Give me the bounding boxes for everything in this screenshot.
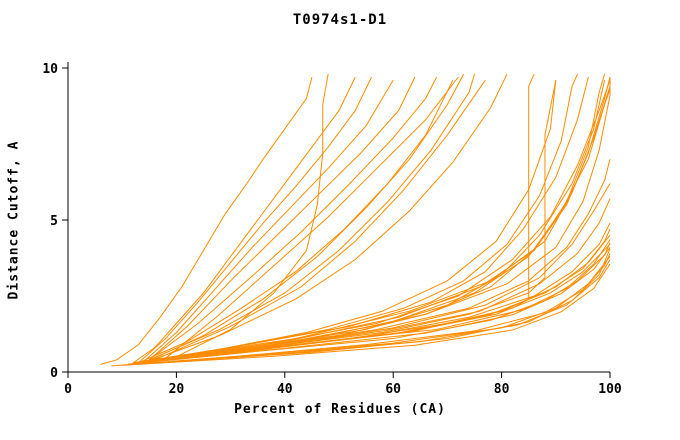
model-curve <box>132 243 611 364</box>
model-curve <box>122 263 611 366</box>
model-curve <box>143 86 611 362</box>
model-curve <box>149 73 475 361</box>
y-tick-label: 5 <box>50 214 58 229</box>
model-curve <box>138 76 372 364</box>
x-axis-label: Percent of Residues (CA) <box>234 402 446 417</box>
x-tick-label: 60 <box>385 382 401 397</box>
chart-title: T0974s1-D1 <box>292 12 388 28</box>
model-curve <box>132 80 557 364</box>
model-curve <box>132 89 611 364</box>
x-tick-label: 0 <box>64 382 72 397</box>
model-curve <box>132 247 611 365</box>
x-tick-label: 40 <box>277 382 293 397</box>
model-curve <box>138 76 611 364</box>
y-tick-label: 10 <box>42 62 58 77</box>
model-curve <box>165 76 459 359</box>
model-curve <box>138 239 611 364</box>
x-tick-label: 100 <box>598 382 622 397</box>
model-curve <box>143 77 611 363</box>
y-axis-label: Distance Cutoff, A <box>6 140 22 300</box>
model-curve <box>143 73 465 364</box>
model-curve <box>127 73 606 365</box>
model-curve <box>176 73 329 358</box>
model-curve <box>138 76 589 364</box>
model-curve <box>143 79 394 362</box>
model-curve <box>148 76 416 361</box>
x-tick-label: 20 <box>169 382 185 397</box>
x-tick-label: 80 <box>494 382 510 397</box>
model-curve <box>132 76 356 364</box>
y-tick-label: 0 <box>50 366 58 381</box>
model-curve <box>138 79 454 364</box>
model-curve <box>149 76 438 361</box>
model-curve <box>100 76 313 365</box>
model-curve <box>154 79 486 361</box>
model-curve <box>143 73 508 364</box>
model-curve <box>133 248 611 365</box>
model-curve <box>132 198 611 364</box>
